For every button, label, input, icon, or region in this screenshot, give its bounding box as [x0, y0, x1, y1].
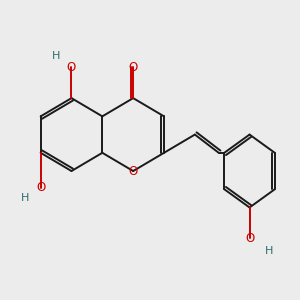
Text: H: H [52, 51, 60, 61]
Text: O: O [67, 61, 76, 74]
Text: O: O [36, 182, 45, 194]
Text: O: O [245, 232, 254, 245]
Text: O: O [128, 61, 138, 74]
Text: H: H [21, 193, 29, 203]
Text: O: O [128, 164, 138, 178]
Text: H: H [265, 246, 273, 256]
